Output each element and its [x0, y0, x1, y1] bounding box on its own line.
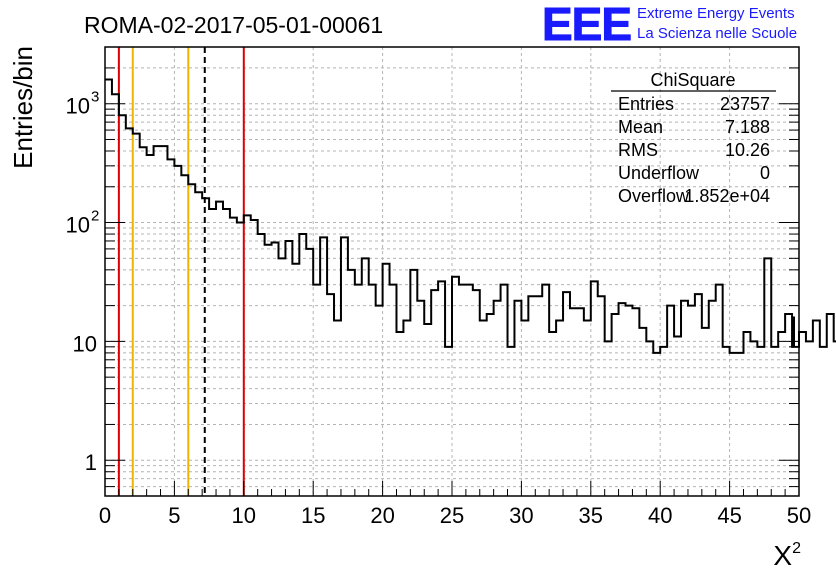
x-tick-label: 5 — [168, 503, 180, 528]
y-tick-exponent: 3 — [91, 89, 99, 106]
stats-value-rms: 10.26 — [725, 140, 770, 160]
x-tick-label: 35 — [579, 503, 603, 528]
logo-line-1: Extreme Energy Events — [637, 5, 795, 22]
threshold-lines — [117, 47, 245, 496]
stats-label-overflow: Overflow — [618, 186, 690, 206]
x-tick-label: 45 — [717, 503, 741, 528]
stats-label-mean: Mean — [618, 117, 663, 137]
stats-label-rms: RMS — [618, 140, 658, 160]
y-tick-label: 10 — [73, 331, 97, 356]
plot-frame — [104, 46, 800, 497]
y-axis-label: Entries/bin — [8, 46, 38, 169]
logo-line-2: La Scienza nelle Scuole — [637, 25, 797, 42]
y-tick-label: 10 — [66, 94, 90, 119]
x-tick-label: 0 — [99, 503, 111, 528]
run-title: ROMA-02-2017-05-01-00061 — [84, 12, 383, 38]
grid-lines — [105, 46, 799, 497]
stats-value-overflow: 1.852e+04 — [684, 186, 770, 206]
x-tick-label: 30 — [509, 503, 533, 528]
stats-value-mean: 7.188 — [725, 117, 770, 137]
x-tick-label: 15 — [301, 503, 325, 528]
stats-value-entries: 23757 — [720, 94, 770, 114]
x-tick-label: 25 — [440, 503, 464, 528]
stats-label-entries: Entries — [618, 94, 674, 114]
x-tick-label: 40 — [648, 503, 672, 528]
y-tick-label: 1 — [85, 450, 97, 475]
stats-label-underflow: Underflow — [618, 163, 700, 183]
stats-title: ChiSquare — [650, 70, 735, 90]
stats-box: ChiSquare Entries 23757 Mean 7.188 RMS 1… — [611, 70, 776, 206]
x-tick-label: 50 — [787, 503, 811, 528]
y-tick-exponent: 2 — [91, 208, 99, 225]
logo-mark: EEE — [542, 0, 631, 50]
x-tick-label: 20 — [370, 503, 394, 528]
y-tick-label: 10 — [66, 213, 90, 238]
histogram-path — [105, 78, 836, 354]
x-tick-label: 10 — [232, 503, 256, 528]
eee-logo: EEE Extreme Energy Events La Scienza nel… — [542, 0, 798, 51]
stats-value-underflow: 0 — [760, 163, 770, 183]
